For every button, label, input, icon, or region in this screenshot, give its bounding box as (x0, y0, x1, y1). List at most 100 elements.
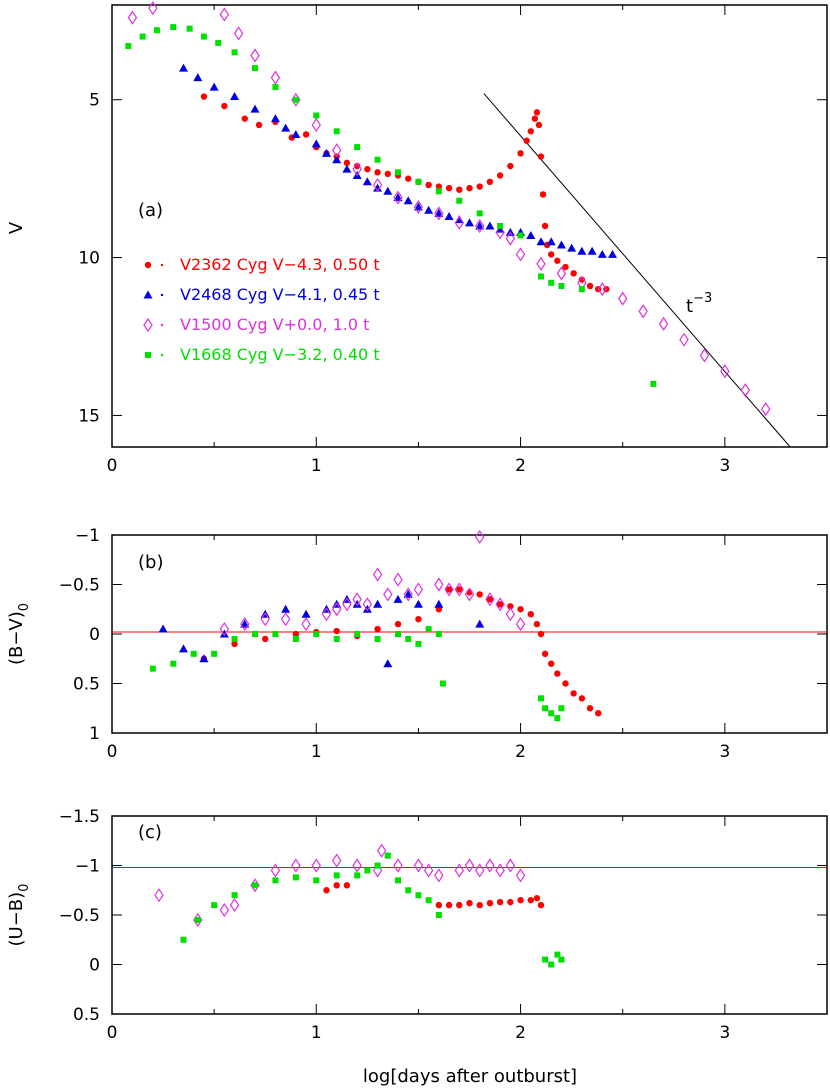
data-point (291, 858, 301, 873)
data-point (281, 604, 291, 613)
data-point (413, 582, 424, 597)
data-point (374, 169, 381, 176)
data-point (578, 286, 585, 293)
series-v2362-cyg (200, 586, 602, 717)
data-point (252, 631, 258, 637)
data-point (486, 178, 494, 185)
panel-b-frame (111, 534, 828, 734)
data-point (231, 49, 238, 56)
data-point (531, 115, 539, 122)
data-point (333, 128, 340, 135)
data-point (127, 10, 138, 25)
panel-a-frame (111, 4, 828, 448)
y-tick-label: 10 (78, 249, 100, 269)
data-point (495, 863, 505, 878)
data-point (464, 587, 475, 602)
data-point (323, 887, 330, 894)
data-point (415, 615, 422, 623)
data-point (425, 897, 432, 904)
data-point (352, 599, 362, 608)
data-point (444, 582, 454, 597)
y-tick-label: 0 (89, 956, 100, 976)
data-point (374, 635, 381, 642)
data-point (466, 184, 473, 192)
data-point (558, 705, 565, 712)
data-point (372, 177, 383, 193)
data-point (231, 635, 238, 642)
data-point (200, 33, 207, 40)
data-point (562, 680, 569, 687)
data-point (333, 635, 340, 642)
data-point (562, 263, 569, 271)
y-tick-label: 5 (89, 91, 100, 111)
data-point (586, 705, 594, 712)
data-point (292, 96, 299, 103)
data-point (570, 270, 577, 277)
legend-entry-note: V−3.2, 0.40 t (273, 345, 380, 364)
data-point (541, 222, 549, 230)
data-point (313, 877, 320, 884)
data-point (527, 611, 534, 618)
data-point (456, 197, 463, 204)
data-point (291, 129, 301, 138)
t-annotation-base: t (686, 296, 693, 317)
data-point (211, 902, 218, 909)
x-tick-label: 2 (515, 742, 526, 762)
data-point (405, 175, 412, 182)
data-point (536, 256, 546, 271)
data-point (548, 251, 555, 258)
data-point (485, 858, 495, 873)
data-point (193, 73, 203, 82)
data-point (209, 82, 219, 91)
data-point (541, 650, 549, 657)
data-point (354, 872, 361, 879)
data-point (219, 902, 230, 918)
data-point (270, 70, 281, 85)
data-point (374, 625, 381, 633)
data-point (313, 112, 320, 119)
data-point (439, 680, 446, 687)
panel-b-ylabel: (B−V)0 (6, 603, 32, 665)
data-point (333, 872, 340, 879)
data-point (413, 202, 423, 211)
data-point (474, 529, 485, 545)
data-point (556, 240, 566, 249)
data-point (260, 612, 270, 627)
data-point (517, 896, 524, 904)
data-point (434, 206, 444, 221)
data-point (464, 858, 475, 873)
data-point (333, 627, 340, 635)
data-point (434, 577, 444, 592)
data-point (517, 150, 524, 157)
data-point (475, 221, 485, 230)
data-point (537, 630, 545, 638)
y-tick-label: −0.5 (59, 576, 100, 596)
y-tick-label: 0.5 (73, 1005, 100, 1025)
data-point (556, 266, 567, 281)
series-v1668-cyg (125, 24, 657, 387)
series-v1500-cyg (127, 1, 771, 417)
data-point (415, 892, 422, 899)
data-point (445, 586, 453, 593)
data-point (586, 282, 594, 290)
data-point (240, 619, 250, 628)
data-point (233, 26, 244, 41)
t-minus-3-power-law-line (483, 93, 791, 448)
series-v2468-cyg (179, 63, 617, 258)
data-point (393, 858, 403, 873)
data-point (554, 715, 561, 722)
data-point (272, 84, 279, 91)
data-point (435, 631, 442, 637)
data-point (527, 128, 534, 135)
data-point (507, 162, 514, 170)
data-point (301, 617, 311, 632)
data-point (395, 169, 401, 176)
data-point (200, 93, 208, 100)
data-point (435, 901, 443, 909)
legend-entry-text: V2468 Cyg V−4.1, 0.45 t (180, 285, 380, 304)
series-v1668-cyg (149, 626, 565, 722)
data-point (231, 892, 238, 899)
data-point (476, 901, 483, 909)
data-point (485, 221, 495, 230)
data-point (587, 246, 597, 255)
